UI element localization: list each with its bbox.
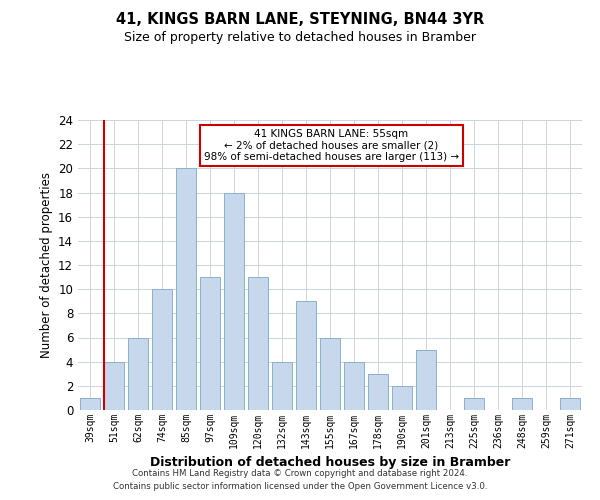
Bar <box>80 398 100 410</box>
Bar <box>152 289 172 410</box>
Text: Contains public sector information licensed under the Open Government Licence v3: Contains public sector information licen… <box>113 482 487 491</box>
Text: 41, KINGS BARN LANE, STEYNING, BN44 3YR: 41, KINGS BARN LANE, STEYNING, BN44 3YR <box>116 12 484 28</box>
Bar <box>320 338 340 410</box>
Bar <box>368 374 388 410</box>
Bar <box>128 338 148 410</box>
Bar <box>200 277 220 410</box>
Text: Size of property relative to detached houses in Bramber: Size of property relative to detached ho… <box>124 31 476 44</box>
Bar <box>560 398 580 410</box>
Text: Contains HM Land Registry data © Crown copyright and database right 2024.: Contains HM Land Registry data © Crown c… <box>132 468 468 477</box>
Bar <box>104 362 124 410</box>
Text: 41 KINGS BARN LANE: 55sqm
← 2% of detached houses are smaller (2)
98% of semi-de: 41 KINGS BARN LANE: 55sqm ← 2% of detach… <box>204 128 459 162</box>
Bar <box>392 386 412 410</box>
Bar <box>512 398 532 410</box>
Y-axis label: Number of detached properties: Number of detached properties <box>40 172 53 358</box>
Bar <box>272 362 292 410</box>
Bar <box>224 192 244 410</box>
Bar <box>464 398 484 410</box>
X-axis label: Distribution of detached houses by size in Bramber: Distribution of detached houses by size … <box>150 456 510 469</box>
Bar <box>296 301 316 410</box>
Bar <box>416 350 436 410</box>
Bar <box>176 168 196 410</box>
Bar <box>248 277 268 410</box>
Bar <box>344 362 364 410</box>
